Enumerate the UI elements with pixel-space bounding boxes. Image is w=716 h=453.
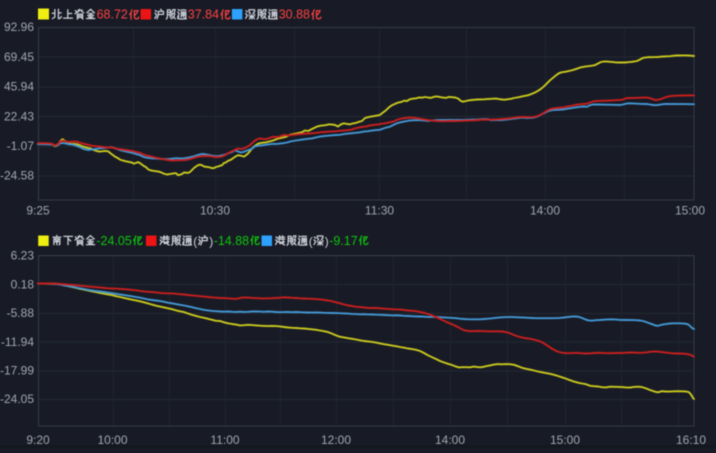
svg-text:69.45: 69.45 xyxy=(4,50,34,64)
svg-text:-24.05: -24.05 xyxy=(96,234,131,248)
svg-text:12:00: 12:00 xyxy=(321,433,351,447)
svg-text:6.23: 6.23 xyxy=(11,249,35,263)
svg-text:0.18: 0.18 xyxy=(11,277,35,291)
svg-text:-17.99: -17.99 xyxy=(0,364,34,378)
svg-text:9:20: 9:20 xyxy=(26,433,50,447)
svg-text:(: ( xyxy=(193,234,197,248)
svg-text:30.88: 30.88 xyxy=(279,7,310,21)
svg-text:37.84: 37.84 xyxy=(188,7,219,21)
svg-text:92.96: 92.96 xyxy=(4,20,34,34)
svg-text:14:00: 14:00 xyxy=(530,204,560,218)
svg-text:14:00: 14:00 xyxy=(435,433,465,447)
svg-text:(: ( xyxy=(309,234,313,248)
svg-text:-11.94: -11.94 xyxy=(1,335,34,349)
svg-text:-5.88: -5.88 xyxy=(7,306,35,320)
svg-text:15:00: 15:00 xyxy=(675,204,705,218)
svg-text:22.43: 22.43 xyxy=(4,109,34,123)
svg-text:-24.05: -24.05 xyxy=(0,392,34,406)
svg-text:-9.17: -9.17 xyxy=(329,234,358,248)
svg-text:15:00: 15:00 xyxy=(550,433,580,447)
svg-text:11:00: 11:00 xyxy=(210,433,239,447)
svg-text:11:30: 11:30 xyxy=(365,204,394,218)
svg-text:16:10: 16:10 xyxy=(676,433,706,447)
svg-text:10:30: 10:30 xyxy=(200,204,230,218)
svg-text:10:00: 10:00 xyxy=(97,433,127,447)
svg-text:9:25: 9:25 xyxy=(26,204,50,218)
svg-text:): ) xyxy=(325,234,329,248)
svg-text:68.72: 68.72 xyxy=(97,7,128,21)
svg-text:-24.58: -24.58 xyxy=(0,169,34,183)
svg-text:-1.07: -1.07 xyxy=(7,139,35,153)
svg-text:): ) xyxy=(209,234,213,248)
svg-text:-14.88: -14.88 xyxy=(214,234,249,248)
svg-text:45.94: 45.94 xyxy=(4,80,34,94)
